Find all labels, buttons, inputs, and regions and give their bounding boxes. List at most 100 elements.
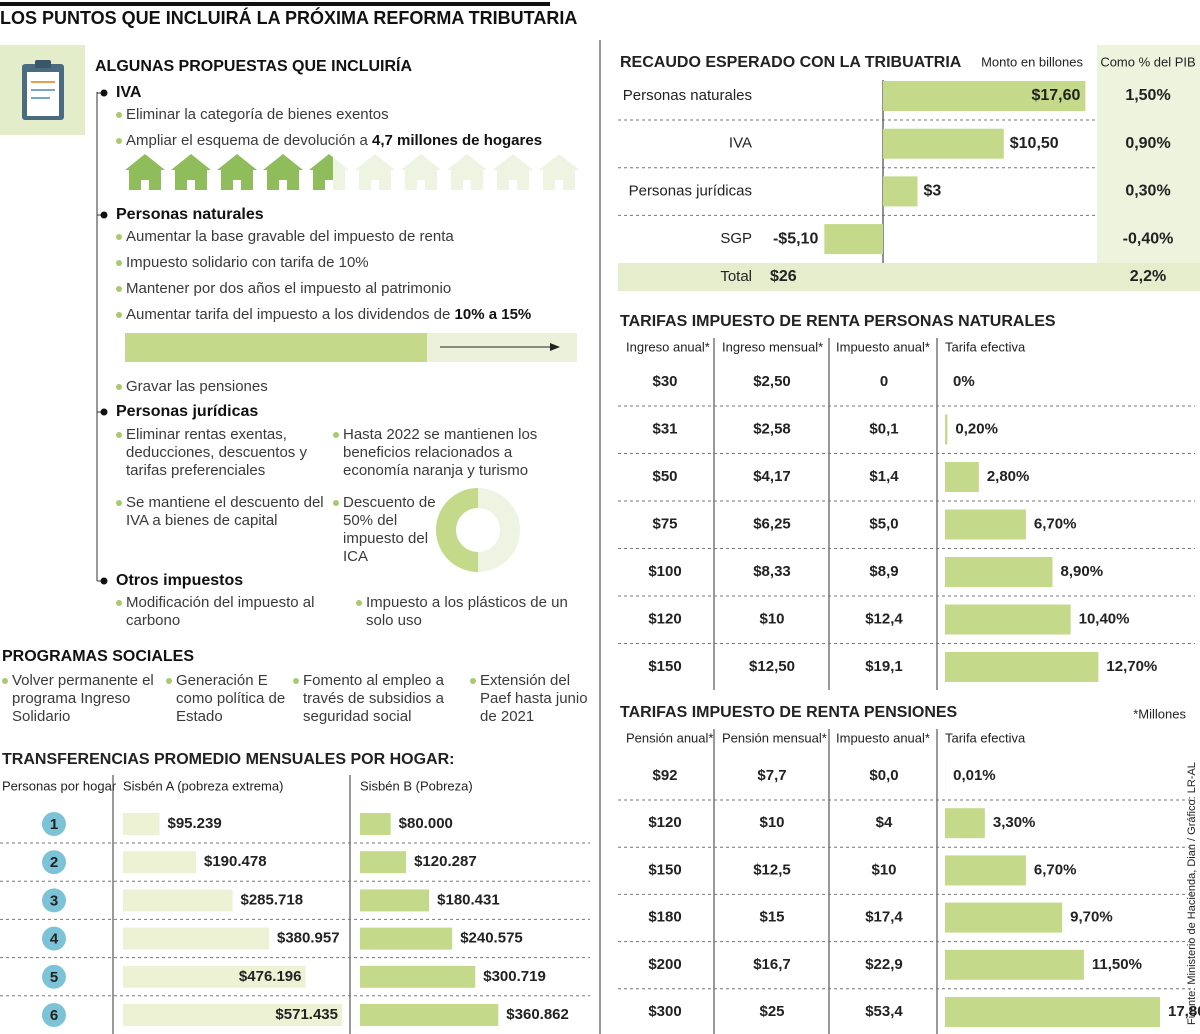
- category-badge: [42, 1003, 66, 1027]
- category-label: 4: [50, 931, 59, 948]
- total-row-bg: [618, 263, 1200, 291]
- column-header: Monto en billones: [981, 54, 1083, 69]
- share-label: 0,90%: [1125, 135, 1170, 152]
- bar: [123, 1004, 342, 1026]
- item: Eliminar la categoría de bienes exentos: [116, 106, 389, 124]
- bar: [360, 965, 476, 988]
- table-cell: $30: [652, 373, 677, 390]
- heading: Personas jurídicas: [116, 403, 259, 420]
- column-header: Impuesto anual*: [836, 730, 930, 745]
- value-label: 0,20%: [955, 420, 998, 437]
- table-cell: $10: [759, 610, 784, 627]
- bar: [945, 855, 1026, 886]
- value-label: $120.287: [414, 853, 477, 870]
- house: [447, 154, 487, 190]
- table-cell: $22,9: [865, 956, 903, 973]
- bar: [883, 81, 1086, 111]
- category-badge: [42, 850, 66, 875]
- category-label: 6: [50, 1007, 58, 1024]
- table-cell: $75: [652, 515, 677, 532]
- table-cell: $100: [648, 563, 681, 580]
- table-cell: $53,4: [865, 1003, 903, 1020]
- clipboard-clip: [35, 60, 51, 68]
- top-rule: [0, 2, 550, 6]
- bar: [883, 128, 1004, 159]
- bar: [945, 509, 1026, 540]
- item: Se mantiene el descuento del IVA a biene…: [116, 494, 326, 530]
- table-cell: $50: [652, 468, 677, 485]
- item: Generación E como política de Estado: [166, 672, 291, 726]
- category-label: Personas jurídicas: [629, 182, 752, 199]
- chart-title: TARIFAS IMPUESTO DE RENTA PENSIONES: [620, 704, 958, 721]
- value-label: $17,60: [1031, 87, 1080, 104]
- legend-label: Sisbén A (pobreza extrema): [123, 778, 283, 793]
- house: [401, 154, 441, 190]
- table-cell: $120: [648, 610, 681, 627]
- table-cell: $92: [652, 767, 677, 784]
- column-header: Ingreso mensual*: [722, 339, 823, 354]
- value-label: $10,50: [1010, 135, 1059, 152]
- tree-dot: [100, 89, 108, 97]
- value-label: 11,50%: [1092, 956, 1142, 973]
- bar: [945, 462, 979, 492]
- chart-title: RECAUDO ESPERADO CON LA TRIBUATRIA: [620, 54, 962, 71]
- table-cell: $5,0: [869, 515, 898, 532]
- category-label: Personas naturales: [623, 87, 752, 104]
- value-label: $240.575: [460, 930, 523, 947]
- bar: [123, 927, 270, 950]
- column-header: Pensión mensual*: [722, 730, 827, 745]
- bar: [883, 176, 918, 207]
- value-label: 8,90%: [1061, 563, 1104, 580]
- item: Mantener por dos años el impuesto al pat…: [116, 280, 451, 298]
- column-header: Como % del PIB: [1100, 54, 1195, 69]
- table-cell: $10: [871, 861, 896, 878]
- table-cell: $16,7: [753, 956, 791, 973]
- page-title: LOS PUNTOS QUE INCLUIRÁ LA PRÓXIMA REFOR…: [0, 8, 578, 28]
- table-cell: $6,25: [753, 515, 791, 532]
- table-cell: $17,4: [865, 909, 903, 926]
- house: [263, 154, 303, 190]
- bar: [945, 414, 948, 445]
- item: Aumentar la base gravable del impuesto d…: [116, 228, 454, 246]
- item: Ampliar el esquema de devolución a 4,7 m…: [116, 132, 542, 150]
- category-label: 1: [50, 816, 58, 833]
- bar: [945, 949, 1084, 980]
- table-cell: $1,4: [869, 468, 899, 485]
- table-cell: $12,50: [749, 658, 795, 675]
- category-label: 3: [50, 892, 58, 909]
- item: Descuento de 50% del impuesto del ICA: [333, 494, 443, 566]
- column-header: Pensión anual*: [626, 730, 713, 745]
- house: [125, 154, 165, 190]
- bar: [123, 965, 306, 988]
- category-label: SGP: [720, 230, 752, 247]
- item: Impuesto a los plásticos de un solo uso: [356, 594, 586, 630]
- category-badge: [42, 926, 66, 951]
- text: Ampliar el esquema de devolución a: [126, 132, 368, 149]
- table-cell: $180: [648, 909, 681, 926]
- table-cell: $15: [759, 909, 784, 926]
- column-header: Impuesto anual*: [836, 339, 930, 354]
- column-header: Tarifa efectiva: [945, 730, 1026, 745]
- bar: [945, 604, 1071, 635]
- column-header: Personas por hogar: [2, 778, 117, 793]
- item: Volver permanente el programa Ingreso So…: [2, 672, 162, 726]
- value-label: 12,70%: [1106, 658, 1157, 675]
- bar: [123, 851, 196, 874]
- house: [171, 154, 211, 190]
- table-cell: $0,0: [869, 767, 898, 784]
- value-label: 2,80%: [987, 468, 1030, 485]
- value-label: $95.239: [167, 815, 221, 832]
- heading: IVA: [116, 84, 142, 101]
- dividend-bar-current: [125, 333, 427, 362]
- category-label: 2: [50, 854, 58, 871]
- bar: [123, 889, 233, 912]
- tree-dot: [100, 408, 108, 416]
- table-cell: $7,7: [757, 767, 786, 784]
- heading: Otros impuestos: [116, 572, 244, 589]
- house: [493, 154, 533, 190]
- house: [355, 154, 395, 190]
- table-cell: $0,1: [869, 420, 898, 437]
- bar: [945, 902, 1063, 933]
- table-cell: $12,5: [753, 861, 791, 878]
